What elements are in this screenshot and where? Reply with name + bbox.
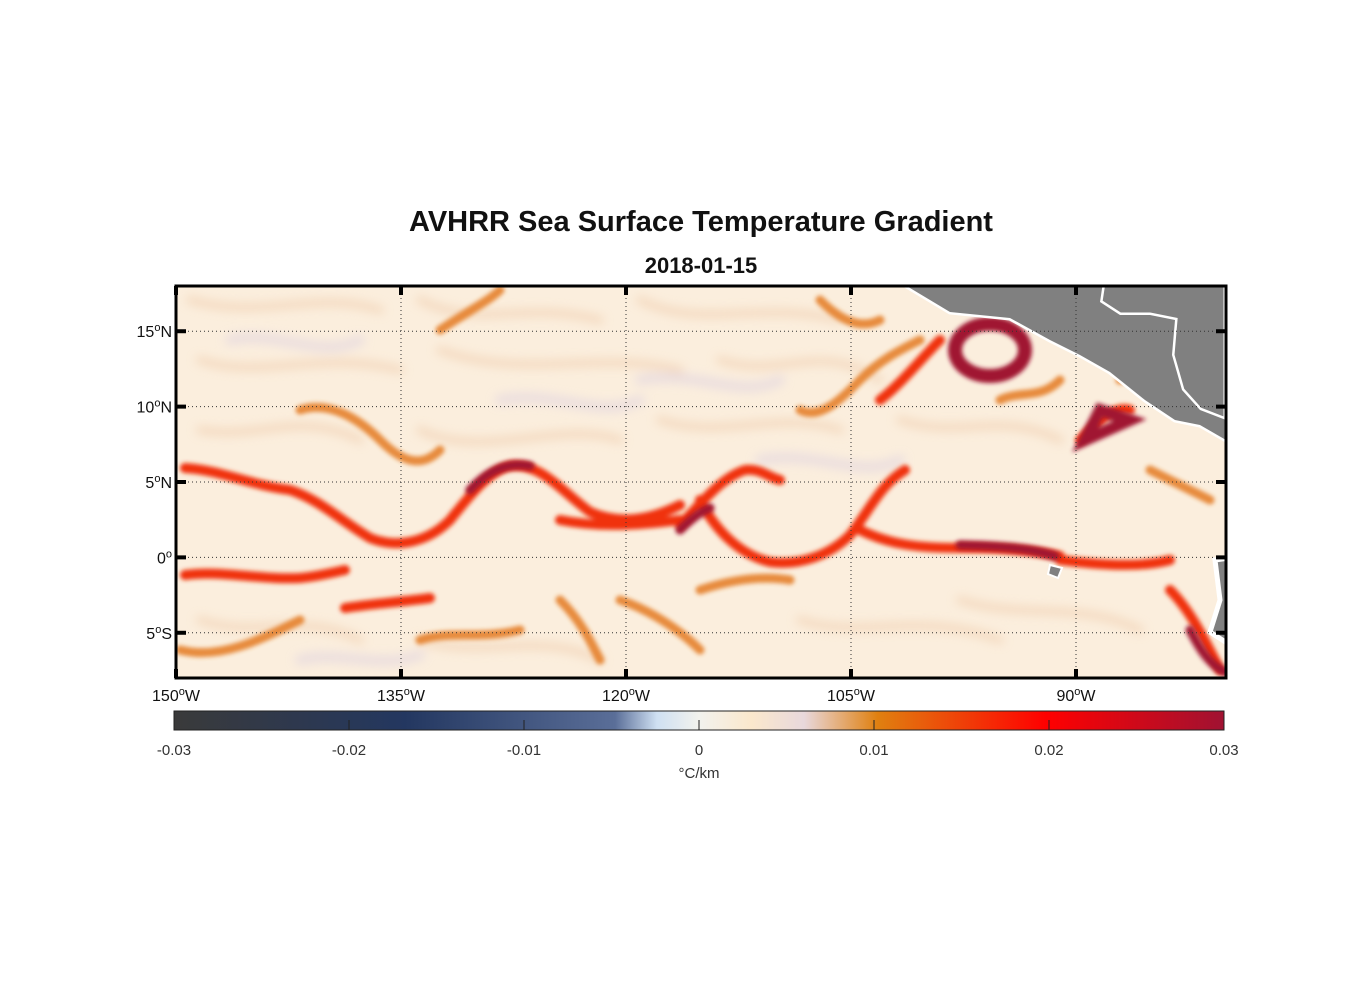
colorbar-tick-label: -0.03 (157, 742, 191, 759)
chart-title: AVHRR Sea Surface Temperature Gradient (409, 206, 993, 238)
x-tick-label: 150oW (152, 686, 201, 705)
x-tick-label: 90oW (1056, 686, 1096, 705)
gridlines (176, 286, 1226, 678)
chart-subtitle: 2018-01-15 (644, 253, 758, 278)
x-tick-label: 120oW (602, 686, 651, 705)
very-strong-fronts (465, 317, 1226, 677)
colorbar-ticks: -0.03 -0.02 -0.01 0 0.01 0.02 0.03 (157, 720, 1239, 759)
x-tick-label: 135oW (377, 686, 426, 705)
y-tick-label: 0o (157, 548, 172, 567)
colorbar-label: °C/km (679, 765, 720, 782)
axis-ticks: 150oW 135oW 120oW 105oW 90oW 15oN 10oN 5oN 0o 5oS (137, 286, 1226, 705)
colorbar-tick-label: 0.03 (1209, 742, 1238, 759)
colorbar-tick-label: -0.01 (507, 742, 541, 759)
colorbar-tick-label: 0.02 (1034, 742, 1063, 759)
y-tick-label: 5oN (145, 473, 172, 492)
map-field (176, 286, 1226, 678)
colorbar-tick-label: 0.01 (859, 742, 888, 759)
colorbar-tick-label: -0.02 (332, 742, 366, 759)
y-tick-label: 15oN (137, 322, 172, 341)
x-tick-label: 105oW (827, 686, 876, 705)
colorbar-tick-label: 0 (695, 742, 703, 759)
y-tick-label: 10oN (137, 398, 172, 417)
south-america-land (1207, 556, 1226, 646)
land-fill (906, 286, 1226, 440)
y-tick-label: 5oS (146, 624, 172, 643)
galapagos-islands (1046, 563, 1064, 580)
